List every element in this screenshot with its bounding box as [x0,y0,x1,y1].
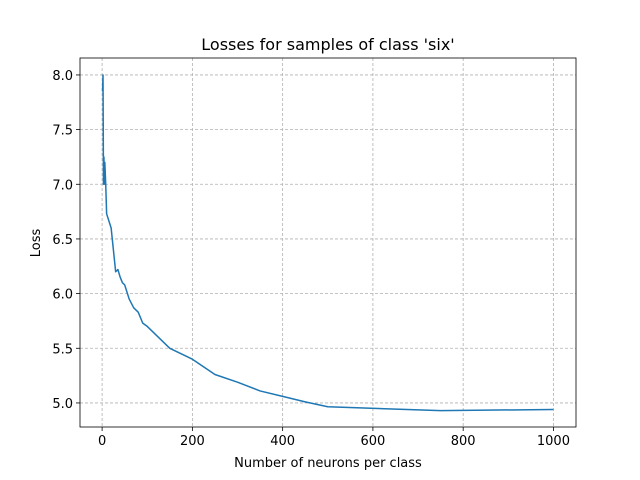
y-axis-label: Loss [29,229,44,258]
y-tick-label: 5.0 [52,397,73,412]
x-tick-label: 1000 [537,434,570,449]
y-tick-label: 5.5 [52,342,73,357]
x-tick-label: 0 [98,434,106,449]
chart-title: Losses for samples of class 'six' [201,35,454,54]
y-tick-label: 7.0 [52,178,73,193]
data-line [101,74,554,412]
x-tick-label: 600 [360,434,385,449]
x-tick-label: 400 [270,434,295,449]
x-axis-label: Number of neurons per class [234,456,422,471]
plot-frame [79,57,577,428]
y-tick-label: 7.5 [52,124,73,139]
x-tick-label: 800 [451,434,476,449]
y-tick-label: 6.0 [52,288,73,303]
y-tick-label: 6.5 [52,233,73,248]
y-tick-label: 8.0 [52,69,73,84]
x-tick-label: 200 [180,434,205,449]
